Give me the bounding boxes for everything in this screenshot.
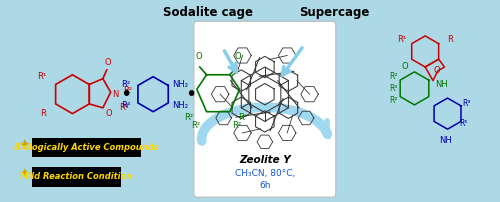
Text: R²: R² — [389, 84, 398, 93]
Text: Sodalite cage: Sodalite cage — [164, 6, 254, 19]
Text: CH₃CN, 80°C,
6h: CH₃CN, 80°C, 6h — [234, 169, 295, 190]
Text: R²: R² — [124, 86, 132, 95]
Text: R¹: R¹ — [397, 35, 406, 44]
Text: NH₂: NH₂ — [172, 101, 188, 110]
Text: R²: R² — [389, 72, 398, 81]
Text: R³: R³ — [462, 99, 471, 108]
FancyBboxPatch shape — [32, 138, 142, 157]
Text: R²: R² — [192, 121, 200, 130]
Text: O: O — [434, 66, 440, 75]
FancyBboxPatch shape — [194, 21, 336, 197]
Text: •: • — [120, 85, 132, 104]
Text: Supercage: Supercage — [300, 6, 370, 19]
Text: R: R — [448, 35, 454, 44]
Text: R²: R² — [238, 113, 247, 122]
FancyBboxPatch shape — [32, 167, 121, 186]
Text: R⁴: R⁴ — [121, 101, 130, 110]
Text: O: O — [106, 109, 112, 118]
Text: •: • — [186, 85, 196, 104]
Text: N: N — [112, 90, 119, 99]
Text: Biologically Active Compounds: Biologically Active Compounds — [14, 143, 158, 152]
Text: R: R — [40, 109, 46, 118]
Text: NH: NH — [439, 136, 452, 145]
Text: O: O — [402, 62, 408, 72]
Text: ✦: ✦ — [18, 139, 30, 153]
Text: R²: R² — [122, 80, 130, 89]
Text: R¹: R¹ — [36, 72, 46, 81]
Text: O: O — [196, 52, 202, 61]
Text: O: O — [234, 52, 241, 61]
Text: R²: R² — [184, 113, 193, 122]
Text: NH: NH — [436, 80, 448, 89]
Text: R⁴: R⁴ — [120, 103, 129, 112]
Text: R²: R² — [232, 121, 241, 130]
Text: R²: R² — [389, 96, 398, 104]
Text: Zeolite Y: Zeolite Y — [239, 155, 290, 165]
Text: ✦: ✦ — [18, 168, 30, 182]
Text: NH₂: NH₂ — [172, 80, 188, 89]
Text: Mild Reaction Condition: Mild Reaction Condition — [20, 172, 132, 181]
Text: O: O — [104, 58, 111, 67]
Text: R⁵: R⁵ — [459, 119, 468, 128]
